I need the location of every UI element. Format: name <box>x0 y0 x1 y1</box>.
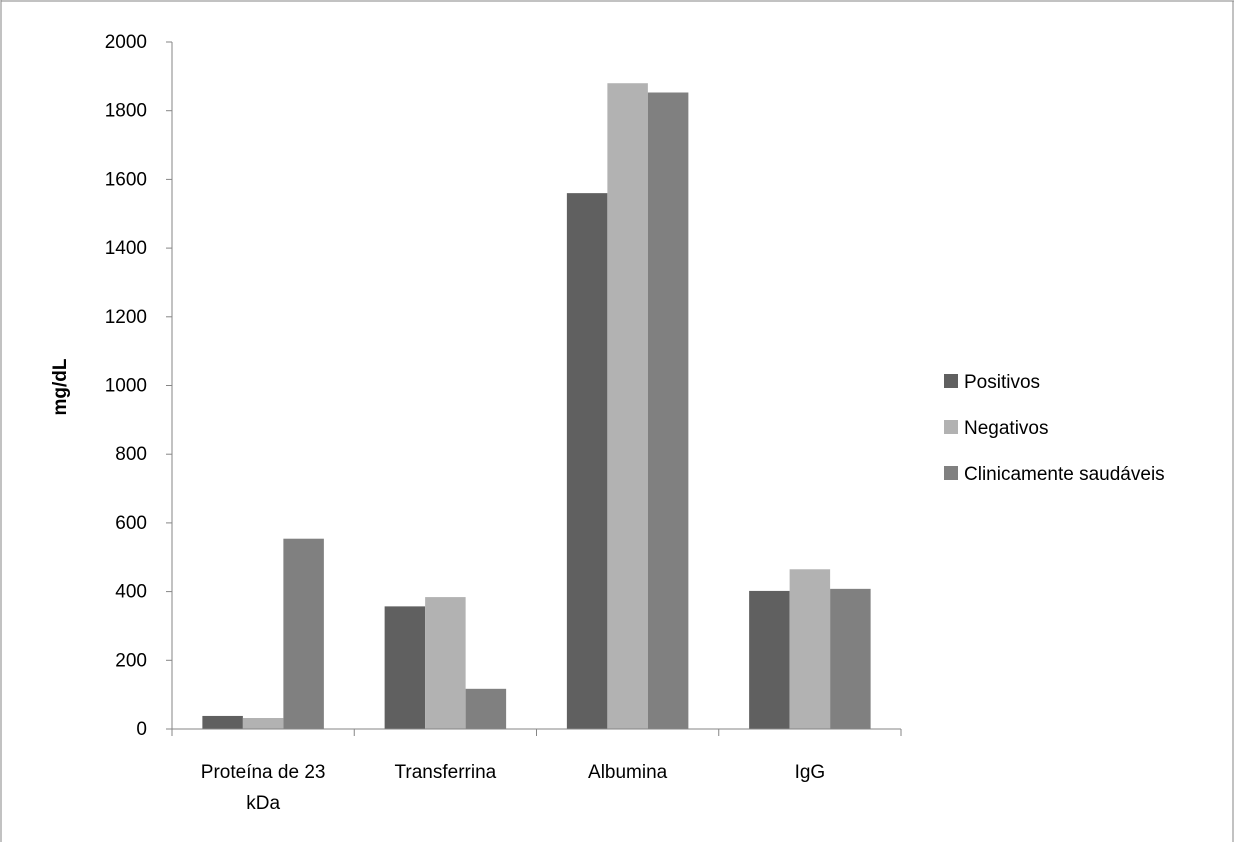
bar-2-2 <box>425 597 466 729</box>
legend-label-3: Clinicamente saudáveis <box>964 464 1165 485</box>
bar-3-3 <box>647 92 689 729</box>
y-tick-label: 1600 <box>105 169 147 190</box>
y-tick-label: 2000 <box>105 32 147 53</box>
legend-label-1: Positivos <box>964 372 1040 393</box>
bar-3-1 <box>283 538 324 729</box>
bar-2-1 <box>242 718 284 729</box>
bar-3-4 <box>830 588 871 729</box>
bar-1-3 <box>566 193 608 729</box>
y-axis-label: mg/dL <box>50 358 71 415</box>
bars-group <box>202 83 871 730</box>
bar-3-2 <box>465 688 507 729</box>
y-axis: 0 200 400 600 800 1000 1200 1400 1600 1800 2000 <box>105 32 173 740</box>
y-tick-label: 1400 <box>105 238 147 259</box>
y-tick-label: 600 <box>115 513 147 534</box>
legend-swatch-3 <box>944 466 958 480</box>
legend-label-2: Negativos <box>964 418 1049 439</box>
y-tick-label: 1800 <box>105 101 147 122</box>
y-tick-label: 800 <box>115 444 147 465</box>
y-tick-label: 1000 <box>105 376 147 397</box>
y-tick-label: 200 <box>115 650 147 671</box>
bar-1-1 <box>202 715 243 729</box>
category-label-2: Transferrina <box>395 762 497 783</box>
bar-2-4 <box>789 569 831 729</box>
legend: Positivos Negativos Clinicamente saudáveis <box>944 372 1165 485</box>
category-label-1: Proteína de 23 kDa <box>201 762 326 814</box>
bar-1-4 <box>749 590 790 729</box>
legend-swatch-1 <box>944 374 958 388</box>
category-label-4: IgG <box>795 762 826 783</box>
x-axis: Proteína de 23 kDa Transferrina Albumina IgG <box>171 728 902 814</box>
bar-1-2 <box>384 606 426 729</box>
y-tick-label: 1200 <box>105 307 147 328</box>
y-tick-label: 0 <box>136 719 147 740</box>
legend-swatch-2 <box>944 420 958 434</box>
y-tick-label: 400 <box>115 582 147 603</box>
bar-2-3 <box>607 83 648 730</box>
category-label-3: Albumina <box>588 762 668 783</box>
